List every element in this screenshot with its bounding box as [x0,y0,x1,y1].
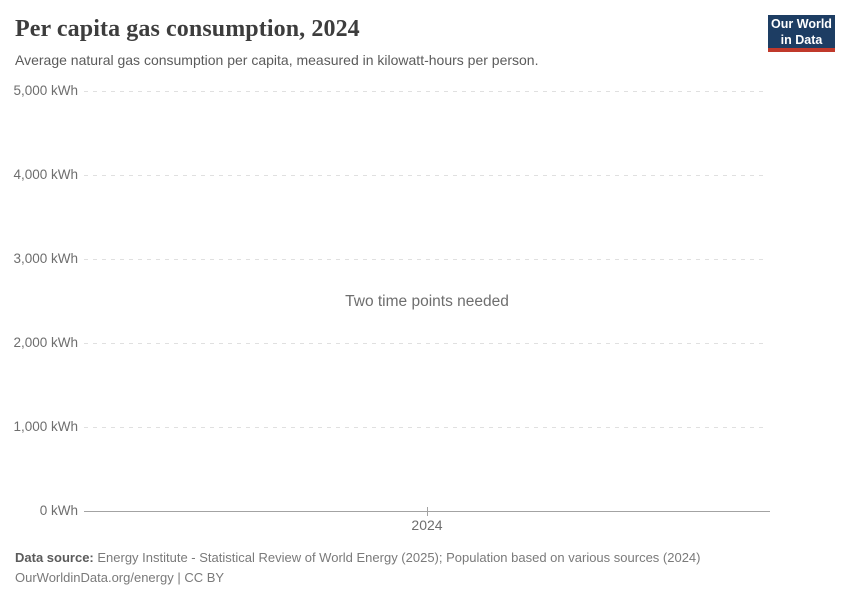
gridline-3000 [84,259,766,260]
y-tick-label-0: 0 kWh [39,503,78,518]
y-tick-label-5000: 5,000 kWh [13,83,78,98]
gridline-1000 [84,427,766,428]
gridline-2000 [84,343,766,344]
owid-url-link[interactable]: OurWorldinData.org/energy [15,570,174,585]
gridline-5000 [84,91,766,92]
gridline-4000 [84,175,766,176]
y-tick-label-2000: 2,000 kWh [13,335,78,350]
chart-footer: Data source: Energy Institute - Statisti… [15,548,835,588]
chart-title: Per capita gas consumption, 2024 [15,16,360,42]
chart-subtitle: Average natural gas consumption per capi… [15,52,539,68]
y-tick-label-1000: 1,000 kWh [13,419,78,434]
datasource-text: Energy Institute - Statistical Review of… [93,550,701,565]
owid-logo-line2: in Data [780,32,823,47]
x-tick-label-2024: 2024 [411,517,443,533]
owid-logo-line1: Our World [771,16,832,31]
x-tick-2024 [427,507,428,516]
y-tick-label-3000: 3,000 kWh [13,251,78,266]
owid-logo[interactable]: Our World in Data [768,15,835,52]
y-tick-label-4000: 4,000 kWh [13,167,78,182]
license-line: OurWorldinData.org/energy | CC BY [15,568,835,588]
footer-separator: | [173,570,185,585]
empty-chart-message: Two time points needed [345,293,509,310]
datasource-label: Data source: [15,550,94,565]
datasource-line: Data source: Energy Institute - Statisti… [15,548,835,568]
license-text: CC BY [184,570,225,585]
